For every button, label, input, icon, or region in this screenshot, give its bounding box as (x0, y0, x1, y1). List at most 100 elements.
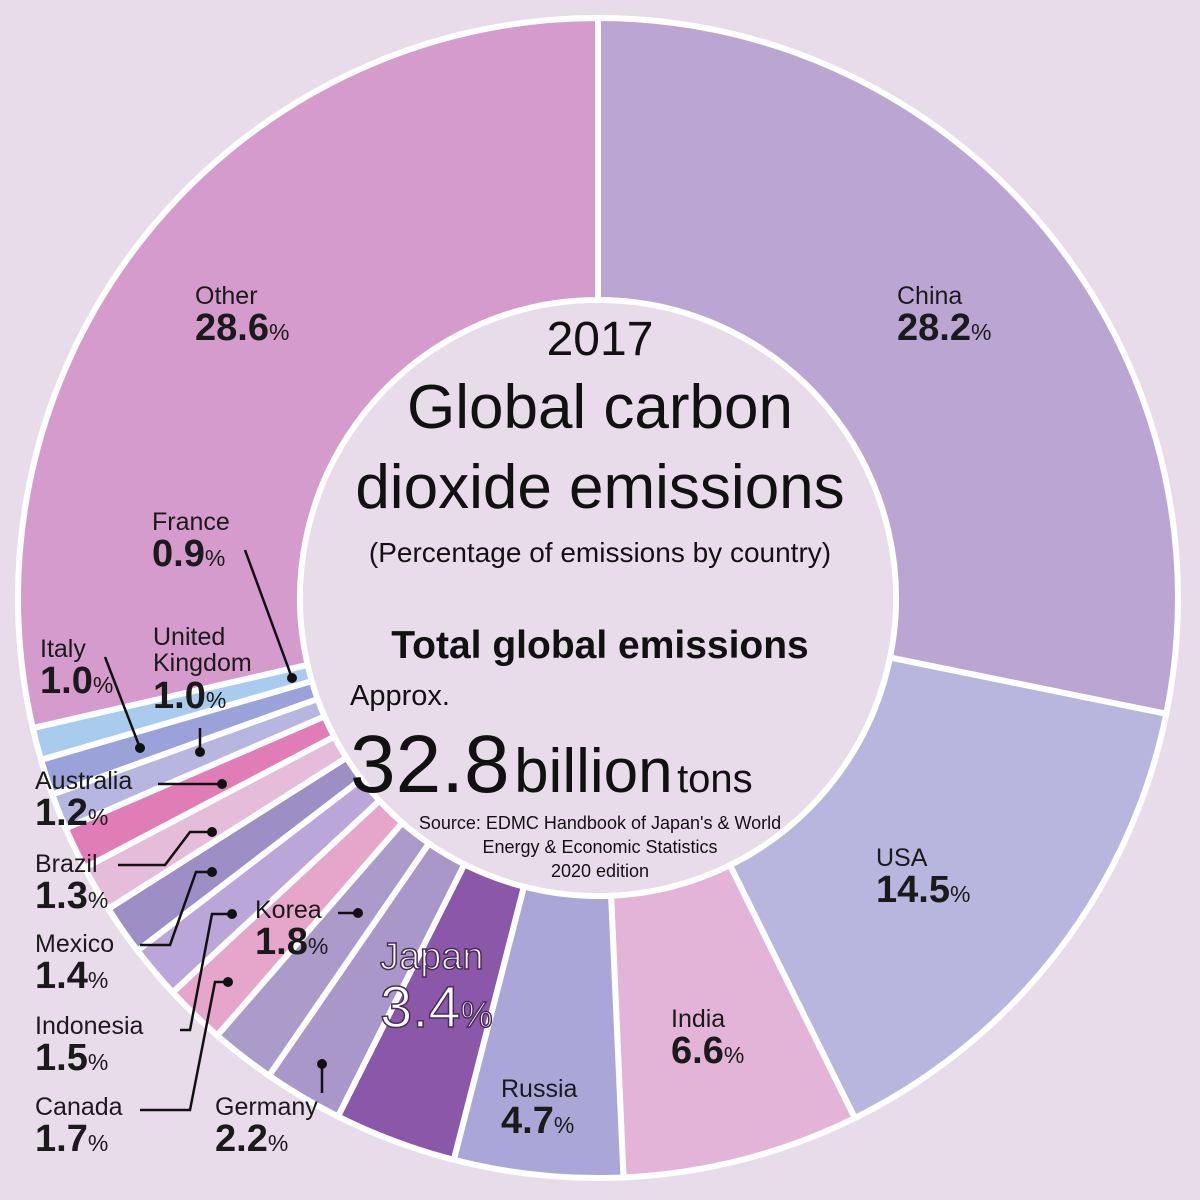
value-label: 1.8% (255, 921, 328, 963)
category-label: Australia (35, 767, 133, 795)
slice-label: Japan 3.4% (379, 936, 580, 1040)
value-unit: % (949, 881, 971, 908)
slice-label: USA 14.5% (876, 845, 1076, 911)
leader-dot (207, 827, 217, 837)
value-unit: % (87, 967, 109, 994)
category-label: USA (876, 844, 928, 872)
slice-label: India 6.6% (671, 1006, 821, 1072)
leader-line (103, 656, 142, 749)
leader-dot (217, 779, 227, 789)
value-label: 1.5% (35, 1037, 108, 1079)
leader-dot (227, 909, 237, 919)
value-label: 28.2% (897, 307, 991, 349)
value-unit: % (204, 545, 226, 572)
year: 2017 (546, 313, 654, 366)
center-hole (303, 303, 893, 893)
value-number: 14.5 (876, 869, 950, 912)
slice-label: China 28.2% (897, 283, 1087, 349)
title: Global carbon (406, 373, 794, 442)
title: dioxide emissions (355, 453, 845, 522)
total-unit: tons (677, 757, 753, 801)
value-number: 0.9 (152, 533, 205, 576)
category-label: United Kingdom (153, 623, 252, 678)
value-label: 1.4% (35, 955, 108, 997)
value-label: 1.0% (153, 675, 226, 717)
value-number: 4.7 (501, 1100, 554, 1143)
leader-dot (135, 743, 145, 753)
value-number: 1.0 (153, 674, 206, 717)
value-label: 1.0% (40, 660, 113, 702)
category-label: France (152, 508, 230, 536)
slice-label: Indonesia 1.5% (35, 1013, 195, 1079)
category-label: India (671, 1005, 726, 1033)
value-label: 28.6% (195, 307, 289, 349)
category-label: Brazil (35, 850, 98, 878)
value-unit: % (460, 993, 494, 1035)
value-number: 1.8 (255, 921, 308, 964)
value-number: 1.7 (35, 1118, 88, 1161)
source: Energy & Economic Statistics (482, 837, 718, 857)
value-number: 1.2 (35, 792, 88, 835)
value-unit: % (87, 804, 109, 831)
total-prefix: Approx. (350, 680, 450, 712)
value-label: 3.4% (379, 974, 494, 1040)
category-label: Japan (379, 936, 484, 978)
slice (725, 653, 1170, 1123)
value-unit: % (723, 1042, 745, 1069)
leader-dot (353, 908, 363, 918)
value-number: 1.3 (35, 875, 88, 918)
value-unit: % (970, 319, 992, 346)
value-unit: % (87, 887, 109, 914)
slice-label: Mexico 1.4% (35, 931, 195, 997)
value-number: 6.6 (671, 1030, 724, 1073)
value-number: 1.4 (35, 955, 88, 998)
category-label: Mexico (35, 930, 115, 958)
leader-line (140, 870, 212, 947)
value-number: 3.4 (379, 974, 461, 1040)
slice-label: Canada 1.7% (35, 1094, 195, 1160)
slice-label: Other 28.6% (195, 283, 385, 349)
source: 2020 edition (550, 861, 650, 881)
category-label: Indonesia (35, 1012, 144, 1040)
value-unit: % (267, 1130, 289, 1157)
leader-dot (195, 747, 205, 757)
total-heading: Total global emissions (391, 624, 809, 667)
leader-dot (287, 673, 297, 683)
value-label: 1.7% (35, 1118, 108, 1160)
value-label: 4.7% (501, 1100, 574, 1142)
value-number: 28.2 (897, 307, 971, 350)
value-label: 14.5% (876, 869, 970, 911)
total-value: 32.8 (350, 719, 510, 810)
slice-label: United Kingdom 1.0% (153, 624, 293, 716)
value-label: 0.9% (152, 533, 225, 575)
value-number: 2.2 (215, 1118, 268, 1161)
source: Source: EDMC Handbook of Japan's & World (418, 813, 782, 833)
category-label: China (897, 282, 963, 310)
category-label: Italy (40, 635, 86, 663)
category-label: Other (195, 282, 258, 310)
leader-line (118, 830, 212, 867)
slice-label: Brazil 1.3% (35, 851, 195, 917)
value-label: 1.3% (35, 875, 108, 917)
slice-label: Italy 1.0% (40, 636, 150, 702)
leader-line (180, 912, 232, 1032)
slice (595, 14, 1182, 718)
subtitle: (Percentage of emissions by country) (368, 537, 832, 568)
leader-line (243, 549, 294, 679)
slice-label: France 0.9% (152, 509, 272, 575)
value-unit: % (87, 1049, 109, 1076)
value-number: 1.5 (35, 1037, 88, 1080)
slice-label: Australia 1.2% (35, 768, 195, 834)
slice-label: Korea 1.8% (255, 897, 375, 963)
value-unit: % (205, 686, 227, 713)
category-label: Korea (255, 896, 322, 924)
leader-dot (223, 977, 233, 987)
leader-line (140, 980, 228, 1112)
value-unit: % (92, 672, 114, 699)
value-label: 6.6% (671, 1030, 744, 1072)
category-label: Canada (35, 1093, 123, 1121)
leader-dot (317, 1059, 327, 1069)
category-label: Russia (501, 1075, 578, 1103)
value-unit: % (307, 933, 329, 960)
